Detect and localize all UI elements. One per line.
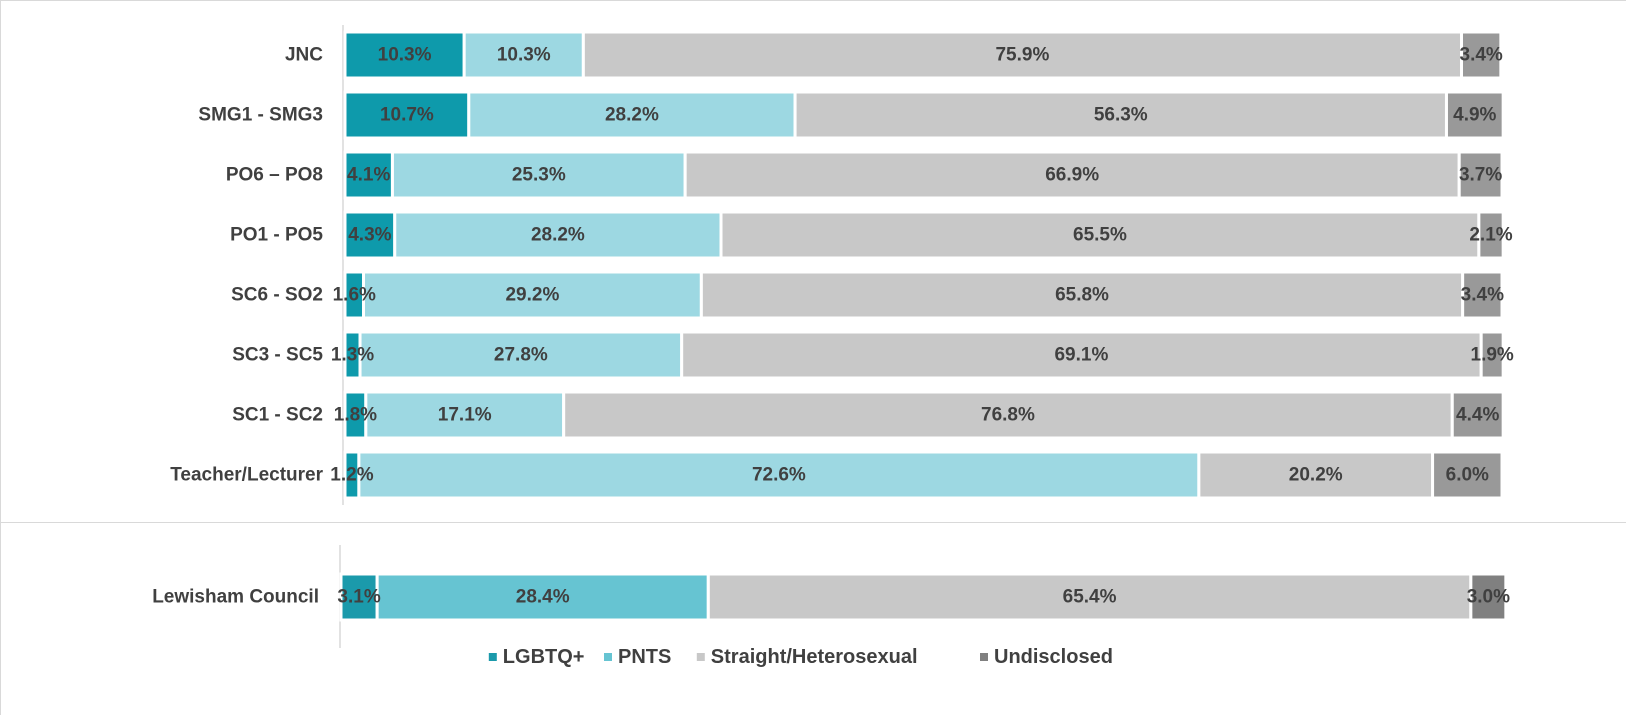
category-label: Lewisham Council [152,587,319,608]
value-label: 10.3% [497,45,551,66]
value-label: 66.9% [1045,165,1099,186]
value-label: 29.2% [505,285,559,306]
value-label: 10.3% [378,45,432,66]
value-label: 1.9% [1471,345,1514,366]
value-label: 76.8% [981,405,1035,426]
value-label: 4.3% [348,225,391,246]
value-label: 56.3% [1094,105,1148,126]
legend-label: Undisclosed [994,646,1113,668]
category-label: SMG1 - SMG3 [198,105,323,126]
value-label: 2.1% [1469,225,1512,246]
category-label: Teacher/Lecturer [170,465,323,486]
value-label: 6.0% [1446,465,1489,486]
value-label: 3.7% [1459,165,1502,186]
category-label: SC6 - SO2 [231,285,323,306]
value-label: 1.3% [331,345,374,366]
value-label: 4.1% [347,165,390,186]
legend-label: Straight/Heterosexual [711,646,918,668]
category-label: PO6 – PO8 [226,165,323,186]
legend-swatch [604,653,612,661]
value-label: 1.8% [334,405,377,426]
value-label: 1.2% [330,465,373,486]
value-label: 69.1% [1054,345,1108,366]
value-label: 3.4% [1460,45,1503,66]
value-label: 65.5% [1073,225,1127,246]
value-label: 75.9% [995,45,1049,66]
value-label: 17.1% [438,405,492,426]
value-label: 27.8% [494,345,548,366]
category-label: JNC [285,45,323,66]
value-label: 20.2% [1289,465,1343,486]
value-label: 3.1% [337,587,380,608]
legend-swatch [489,653,497,661]
value-label: 65.8% [1055,285,1109,306]
value-label: 4.4% [1456,405,1499,426]
value-label: 3.0% [1467,587,1510,608]
value-label: 28.4% [516,587,570,608]
legend-label: PNTS [618,646,671,668]
category-label: SC3 - SC5 [232,345,323,366]
category-label: SC1 - SC2 [232,405,323,426]
value-label: 28.2% [531,225,585,246]
legend-swatch [697,653,705,661]
value-label: 10.7% [380,105,434,126]
value-label: 25.3% [512,165,566,186]
legend-swatch [980,653,988,661]
value-label: 1.6% [333,285,376,306]
category-label: PO1 - PO5 [230,225,323,246]
value-label: 4.9% [1453,105,1496,126]
value-label: 3.4% [1461,285,1504,306]
value-label: 65.4% [1063,587,1117,608]
value-label: 28.2% [605,105,659,126]
value-label: 72.6% [752,465,806,486]
legend-label: LGBTQ+ [503,646,585,668]
